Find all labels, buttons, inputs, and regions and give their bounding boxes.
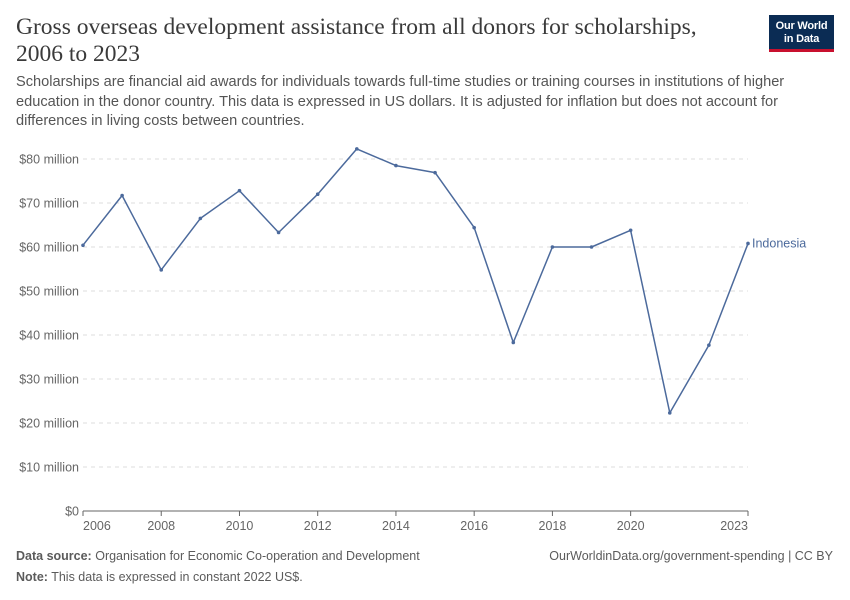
owid-logo[interactable]: Our World in Data (769, 15, 834, 52)
x-tick-label: 2010 (226, 519, 254, 533)
data-point[interactable] (394, 163, 398, 168)
data-point[interactable] (628, 228, 633, 233)
y-tick-label: $10 million (19, 461, 79, 475)
data-point[interactable] (511, 340, 516, 345)
series-layer: Indonesia (81, 147, 806, 415)
data-point[interactable] (746, 241, 750, 246)
y-tick-label: $40 million (19, 329, 79, 343)
y-tick-label: $30 million (19, 373, 79, 387)
y-tick-label: $80 million (19, 153, 79, 167)
x-tick-label: 2018 (539, 519, 567, 533)
note-text: This data is expressed in constant 2022 … (51, 570, 303, 584)
y-tick-label: $70 million (19, 197, 79, 211)
data-point[interactable] (159, 268, 164, 272)
note-label: Note: (16, 570, 48, 584)
data-source-link[interactable]: Organisation for Economic Co-operation a… (95, 549, 420, 563)
x-tick-label: 2020 (617, 519, 645, 533)
data-point[interactable] (315, 192, 320, 196)
data-point[interactable] (472, 225, 476, 230)
chart-title: Gross overseas development assistance fr… (16, 14, 697, 67)
credit-link[interactable]: OurWorldinData.org/government-spending |… (549, 549, 833, 563)
data-point[interactable] (433, 170, 437, 175)
data-point[interactable] (198, 216, 203, 221)
y-tick-label: $60 million (19, 241, 79, 255)
data-source-label: Data source: (16, 549, 92, 563)
x-axis: 2006 2008 2010 2012 2014 2016 2018 2020 2023 (82, 510, 749, 533)
data-point[interactable] (355, 147, 359, 151)
y-tick-label: $20 million (19, 417, 79, 431)
x-tick-label: 2014 (382, 519, 410, 533)
x-tick-label: 2008 (147, 519, 175, 533)
chart-subtitle: Scholarships are financial aid awards fo… (16, 74, 785, 129)
series-line-indonesia[interactable] (82, 148, 749, 414)
data-point[interactable] (589, 245, 594, 249)
logo-line-1: Our World (775, 20, 828, 32)
data-point[interactable] (276, 230, 281, 235)
x-tick-label: 2006 (83, 519, 111, 533)
data-point[interactable] (667, 411, 672, 415)
data-point[interactable] (707, 343, 711, 347)
x-tick-label: 2023 (720, 519, 748, 533)
y-tick-label: $50 million (19, 285, 79, 299)
note: Note: This data is expressed in constant… (16, 570, 303, 584)
data-source: Data source: Organisation for Economic C… (16, 549, 420, 563)
x-tick-label: 2012 (304, 519, 332, 533)
data-point[interactable] (120, 193, 124, 198)
y-axis-tick-labels: $0 $10 million $20 million $30 million $40 m… (19, 153, 79, 519)
grid-lines (83, 158, 748, 468)
data-point[interactable] (81, 243, 85, 248)
series-label: Indonesia (752, 236, 806, 250)
data-point[interactable] (550, 245, 555, 249)
logo-line-2: in Data (783, 33, 820, 45)
y-tick-label: $0 (65, 505, 79, 519)
data-point[interactable] (237, 188, 242, 193)
x-tick-label: 2016 (460, 519, 488, 533)
